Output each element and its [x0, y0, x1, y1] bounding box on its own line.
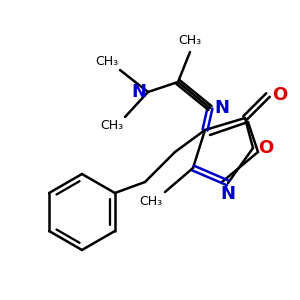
Text: N: N	[220, 185, 236, 203]
Text: CH₃: CH₃	[100, 119, 123, 132]
Text: N: N	[214, 99, 229, 117]
Text: CH₃: CH₃	[178, 34, 202, 47]
Text: CH₃: CH₃	[95, 55, 118, 68]
Text: CH₃: CH₃	[139, 195, 162, 208]
Text: O: O	[272, 86, 287, 104]
Text: N: N	[131, 83, 146, 101]
Text: O: O	[258, 139, 273, 157]
